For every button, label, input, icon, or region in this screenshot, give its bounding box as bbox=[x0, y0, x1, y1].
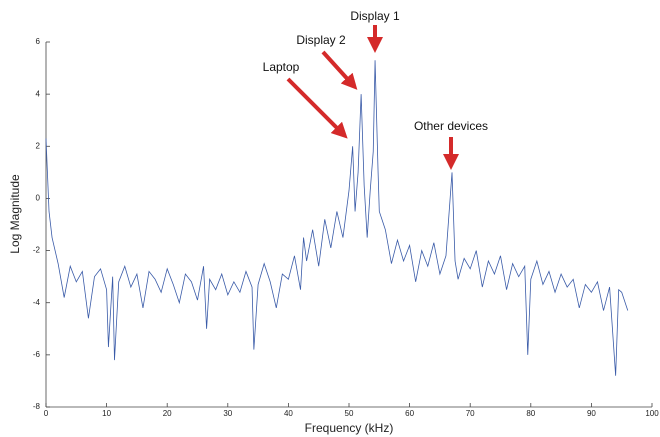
y-tick-label: -4 bbox=[33, 298, 41, 307]
x-tick-label: 80 bbox=[526, 409, 535, 418]
spectrum-line bbox=[45, 60, 629, 376]
x-tick-label: 0 bbox=[44, 409, 49, 418]
x-tick-label: 30 bbox=[223, 409, 232, 418]
x-tick-label: 90 bbox=[587, 409, 596, 418]
arrow bbox=[286, 77, 348, 139]
y-tick-label: 2 bbox=[36, 141, 41, 150]
annotation: Other devices bbox=[414, 119, 488, 133]
y-tick-label: -8 bbox=[33, 402, 41, 411]
y-tick-label: 4 bbox=[36, 89, 41, 98]
x-tick-label: 40 bbox=[284, 409, 293, 418]
y-tick-label: 0 bbox=[36, 194, 41, 203]
x-tick-label: 70 bbox=[466, 409, 475, 418]
x-tick-label: 20 bbox=[163, 409, 172, 418]
annotation: Laptop bbox=[263, 60, 300, 74]
x-tick-label: 100 bbox=[645, 409, 659, 418]
y-axis-label: Log Magnitude bbox=[8, 174, 22, 254]
x-tick-label: 60 bbox=[405, 409, 414, 418]
x-tick-label: 50 bbox=[345, 409, 354, 418]
x-tick-label: 10 bbox=[102, 409, 111, 418]
annotation: Display 1 bbox=[350, 9, 400, 23]
x-axis-label: Frequency (kHz) bbox=[305, 421, 394, 435]
y-tick-label: 6 bbox=[36, 37, 41, 46]
y-tick-label: -2 bbox=[33, 246, 41, 255]
annotation: Display 2 bbox=[296, 33, 346, 47]
y-tick-label: -6 bbox=[33, 350, 41, 359]
arrow bbox=[321, 50, 358, 90]
